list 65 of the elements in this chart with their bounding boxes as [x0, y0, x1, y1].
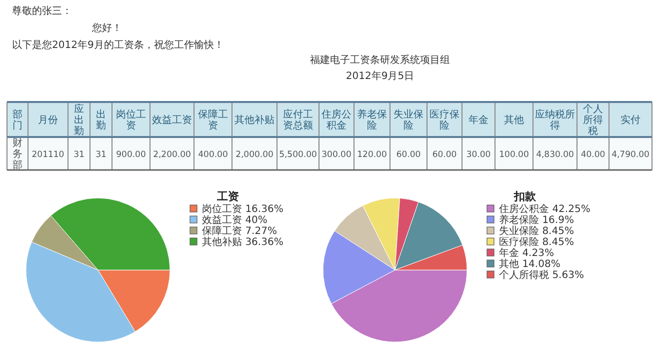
- category-label: 养老保险: [357, 108, 387, 132]
- category-label: 月份: [38, 115, 58, 126]
- category-label: 岗位工资: [116, 108, 146, 132]
- data-label: 201110: [32, 150, 64, 160]
- legend-label: 保障工资: [202, 226, 242, 237]
- data-label: 2,000.00: [236, 150, 274, 160]
- text: 尊敬的张三：: [12, 5, 72, 17]
- data-label: 5,500.00: [279, 150, 317, 160]
- data-label: 5.63%: [552, 270, 584, 281]
- data-label: 40.00: [580, 150, 606, 160]
- category-label: 应纳税所得: [535, 108, 575, 132]
- data-label: 4.23%: [522, 248, 554, 259]
- category-label: 保障工资: [198, 108, 228, 132]
- category-label: 应出勤: [74, 103, 84, 137]
- chart-title: 工资: [216, 190, 239, 203]
- legend-label: 其他: [499, 259, 519, 270]
- data-label: 16.36%: [245, 204, 284, 215]
- chart-title: 扣款: [513, 190, 537, 203]
- category-label: 应付工资总额: [283, 108, 313, 132]
- legend-label: 个人所得税: [499, 270, 549, 281]
- data-label: 900.00: [116, 150, 146, 160]
- legend-label: 医疗保险: [499, 237, 539, 248]
- data-label: 120.00: [357, 150, 387, 160]
- category-label: 其他补贴: [234, 114, 274, 126]
- data-label: 14.08%: [522, 259, 560, 270]
- data-label: 8.45%: [542, 226, 574, 237]
- data-label: 16.9%: [542, 215, 574, 226]
- data-label: 300.00: [322, 150, 352, 160]
- category-label: 其他: [504, 114, 524, 126]
- data-label: 30.00: [466, 150, 491, 160]
- legend-label: 年金: [499, 248, 519, 259]
- category-label: 效益工资: [152, 114, 192, 126]
- category-label: 出勤: [96, 108, 106, 132]
- data-label: 400.00: [198, 150, 228, 160]
- data-label: 2,200.00: [153, 150, 191, 160]
- data-label: 4,830.00: [536, 150, 574, 160]
- data-label: 财务部: [12, 137, 22, 171]
- text: 福建电子工资条研发系统项目组: [310, 54, 450, 66]
- legend-label: 效益工资: [202, 215, 242, 226]
- category-label: 部门: [12, 108, 22, 132]
- legend-label: 失业保险: [499, 226, 539, 237]
- legend-label: 住房公积金: [499, 204, 549, 215]
- text: 2012年9月5日: [346, 70, 414, 82]
- category-label: 年金: [468, 114, 488, 126]
- legend-label: 岗位工资: [202, 204, 242, 215]
- category-label: 失业保险: [394, 108, 424, 132]
- data-label: 31: [96, 150, 106, 160]
- data-label: 60.00: [432, 150, 457, 160]
- category-label: 实付: [620, 114, 640, 126]
- data-label: 42.25%: [552, 204, 590, 215]
- legend-label: 其他补贴: [202, 237, 242, 248]
- data-label: 36.36%: [245, 237, 284, 248]
- data-label: 7.27%: [245, 226, 277, 237]
- category-label: 住房公积金: [322, 108, 352, 132]
- text: 以下是您2012年9月的工资条，祝您工作愉快！: [12, 39, 224, 51]
- data-label: 60.00: [396, 150, 421, 160]
- category-label: 医疗保险: [430, 108, 460, 132]
- data-label: 31: [74, 150, 84, 160]
- category-label: 个人所得税: [583, 103, 603, 137]
- legend-label: 养老保险: [499, 215, 539, 226]
- text: 您好！: [91, 22, 122, 34]
- data-label: 8.45%: [542, 237, 574, 248]
- data-label: 100.00: [499, 150, 529, 160]
- data-label: 40%: [245, 215, 268, 226]
- data-label: 4,790.00: [612, 150, 650, 160]
